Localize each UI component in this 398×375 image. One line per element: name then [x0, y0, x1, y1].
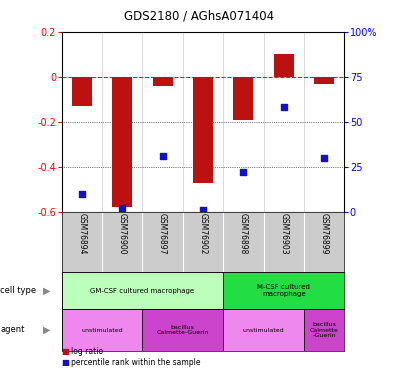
Text: GSM76902: GSM76902: [199, 213, 207, 255]
Text: GM-CSF cultured macrophage: GM-CSF cultured macrophage: [90, 288, 195, 294]
Bar: [233, 77, 254, 120]
Bar: [223, 309, 304, 351]
Bar: [72, 77, 92, 106]
Point: [119, 205, 125, 211]
Text: log ratio: log ratio: [71, 347, 103, 356]
Point: [240, 169, 246, 175]
Text: percentile rank within the sample: percentile rank within the sample: [71, 358, 200, 367]
Point: [321, 155, 327, 161]
Bar: [142, 309, 223, 351]
Text: unstimulated: unstimulated: [243, 327, 284, 333]
Text: ▶: ▶: [43, 286, 51, 296]
Bar: [193, 77, 213, 183]
Text: ■: ■: [62, 358, 70, 367]
Point: [79, 191, 85, 197]
Text: unstimulated: unstimulated: [81, 327, 123, 333]
Text: bacillus
Calmette
-Guerin: bacillus Calmette -Guerin: [310, 322, 339, 338]
Bar: [223, 272, 344, 309]
Text: cell type: cell type: [0, 286, 37, 295]
Bar: [152, 77, 173, 86]
Text: agent: agent: [0, 326, 25, 334]
Text: GSM76900: GSM76900: [118, 213, 127, 255]
Bar: [62, 272, 223, 309]
Bar: [112, 77, 132, 207]
Text: GSM76903: GSM76903: [279, 213, 288, 255]
Text: bacillus
Calmette-Guerin: bacillus Calmette-Guerin: [156, 325, 209, 335]
Point: [200, 207, 206, 213]
Text: GDS2180 / AGhsA071404: GDS2180 / AGhsA071404: [124, 9, 274, 22]
Text: ▶: ▶: [43, 325, 51, 335]
Bar: [273, 54, 294, 77]
Text: GSM76894: GSM76894: [77, 213, 86, 255]
Text: GSM76898: GSM76898: [239, 213, 248, 255]
Bar: [304, 309, 344, 351]
Bar: [62, 309, 142, 351]
Text: GSM76899: GSM76899: [320, 213, 329, 255]
Bar: [314, 77, 334, 84]
Point: [281, 105, 287, 111]
Text: ■: ■: [62, 347, 70, 356]
Text: GSM76897: GSM76897: [158, 213, 167, 255]
Point: [160, 153, 166, 159]
Text: M-CSF cultured
macrophage: M-CSF cultured macrophage: [257, 284, 310, 297]
